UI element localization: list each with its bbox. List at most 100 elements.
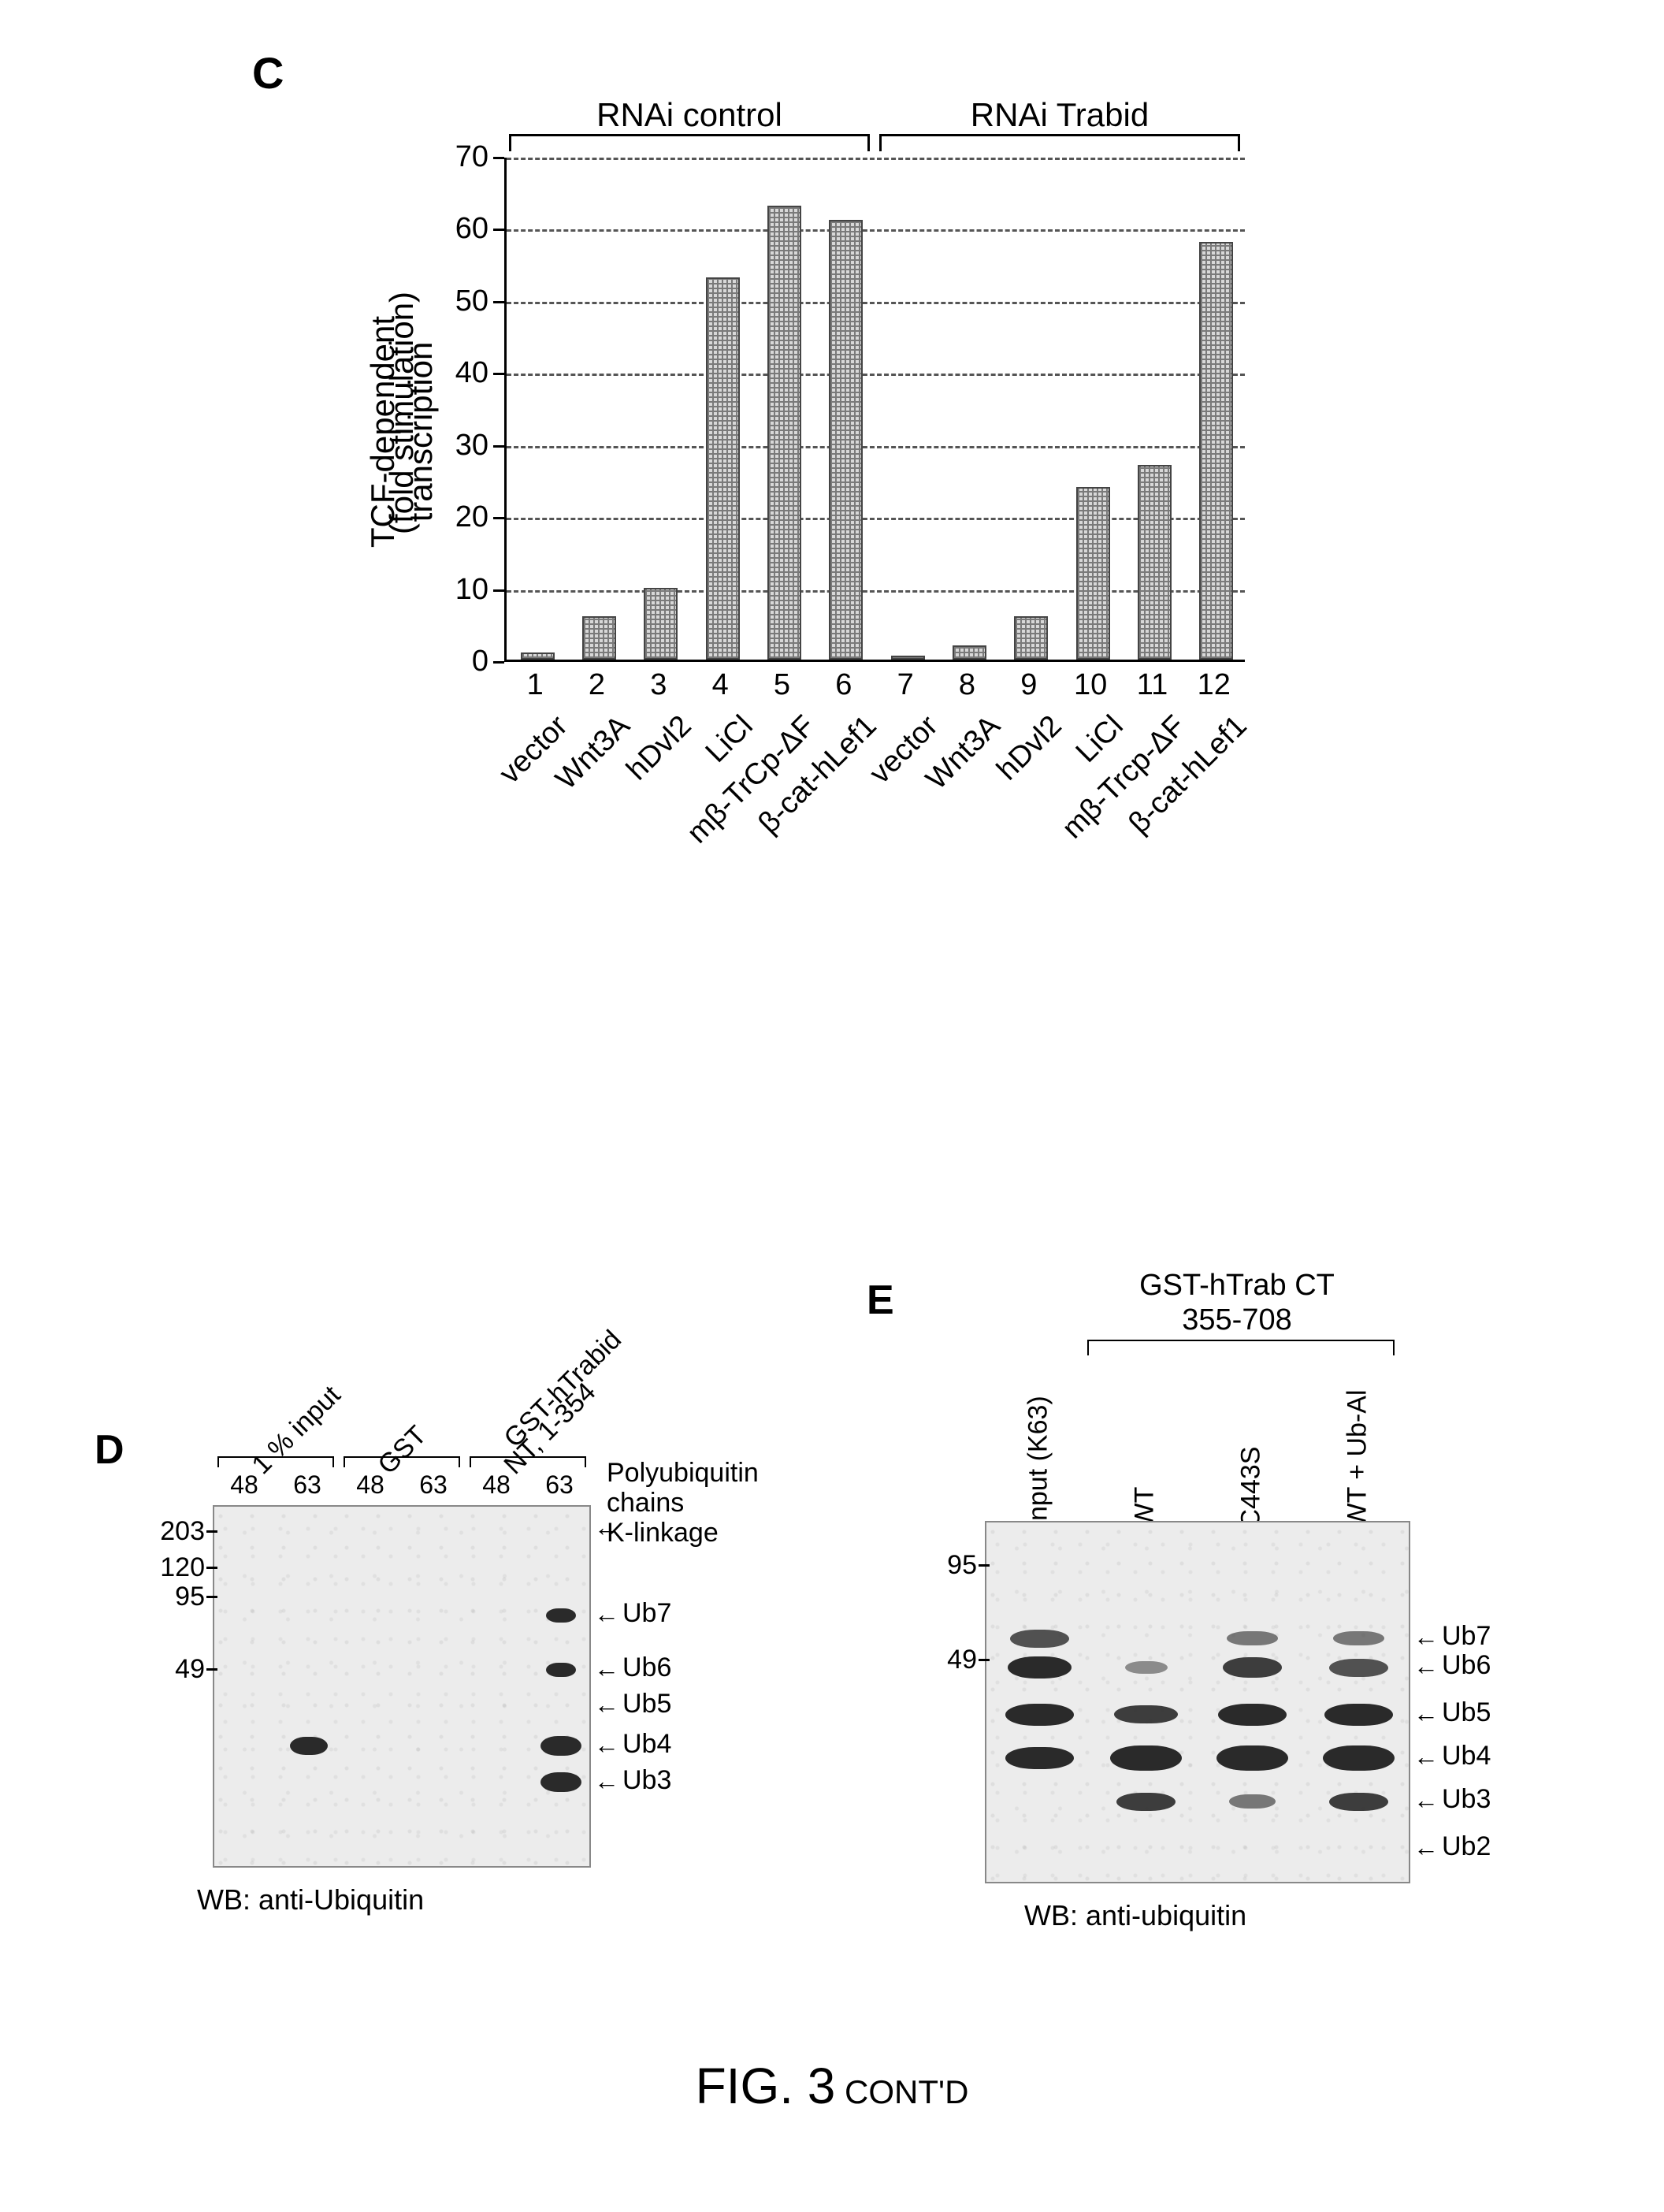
- mw-marker: 95: [142, 1582, 205, 1612]
- gridline: [507, 446, 1245, 448]
- blot-band: [1333, 1631, 1384, 1645]
- blot-band: [1323, 1745, 1395, 1771]
- ytick-label: 20: [402, 500, 488, 534]
- blot-band: [540, 1736, 582, 1756]
- blot-band: [1216, 1745, 1289, 1771]
- lane-header: WT + Ub-Al: [1342, 1355, 1372, 1529]
- lane-header: 48: [339, 1470, 402, 1500]
- figure-title-sub: CONT'D: [835, 2073, 968, 2110]
- panel-e: E GST-hTrab CT 355-708 Input (K63) WT C443…: [867, 1261, 1623, 1986]
- ytick-label: 60: [402, 212, 488, 246]
- gridline: [507, 229, 1245, 232]
- blot-band: [1008, 1656, 1072, 1679]
- band-arrow-icon: ←: [594, 1690, 619, 1719]
- lane-header: WT: [1129, 1355, 1160, 1529]
- gridline: [507, 518, 1245, 520]
- figure-title: FIG. 3 CONT'D: [0, 2057, 1664, 2115]
- x-lane-number: 1: [504, 668, 566, 702]
- ytick-label: 70: [402, 140, 488, 174]
- band-label: Ub2: [1442, 1831, 1491, 1862]
- blot-band: [1223, 1657, 1283, 1677]
- lane-header: 48: [213, 1470, 276, 1500]
- blot-band: [1227, 1631, 1278, 1645]
- panel-c-chart: TCF-dependent transcription (fold stimul…: [402, 95, 1284, 804]
- x-lane-number: 2: [566, 668, 627, 702]
- panel-c-label: C: [252, 47, 284, 99]
- blot-band: [546, 1663, 576, 1677]
- mw-marker: 49: [142, 1654, 205, 1685]
- bar: [582, 616, 616, 660]
- polyub-arrow-icon: ←: [594, 1513, 619, 1542]
- polyub-label: K-linkage: [607, 1518, 719, 1548]
- bar: [891, 656, 925, 660]
- band-arrow-icon: ←: [594, 1767, 619, 1796]
- bar: [644, 588, 678, 660]
- bar: [521, 652, 555, 660]
- band-arrow-icon: ←: [1413, 1786, 1439, 1815]
- band-arrow-icon: ←: [1413, 1652, 1439, 1681]
- bar: [1199, 242, 1233, 660]
- panel-e-bracket: [1087, 1340, 1395, 1355]
- blot-band: [1218, 1704, 1286, 1726]
- blot-band: [1229, 1794, 1276, 1809]
- x-lane-number: 7: [875, 668, 936, 702]
- x-lane-number: 6: [813, 668, 875, 702]
- bar: [767, 206, 801, 660]
- band-arrow-icon: ←: [1413, 1833, 1439, 1862]
- mw-marker: 120: [142, 1552, 205, 1583]
- band-arrow-icon: ←: [594, 1654, 619, 1683]
- panel-d-label: D: [95, 1426, 124, 1474]
- band-label: Ub3: [1442, 1784, 1491, 1815]
- band-label: Ub3: [622, 1765, 671, 1796]
- band-label: Ub5: [622, 1689, 671, 1719]
- ytick-label: 30: [402, 429, 488, 463]
- blot-band: [1110, 1745, 1183, 1771]
- panel-d-caption: WB: anti-Ubiquitin: [197, 1883, 424, 1916]
- x-lane-number: 5: [751, 668, 812, 702]
- band-label: Ub6: [622, 1652, 671, 1683]
- blot-band: [1324, 1704, 1392, 1726]
- panel-c-plot-area: [504, 158, 1245, 662]
- blot-band: [546, 1608, 576, 1623]
- ytick-label: 40: [402, 356, 488, 390]
- blot-band: [1114, 1705, 1178, 1723]
- panel-d: D 1 % inputGSTGST-hTrabidNT, 1-354 48634…: [95, 1277, 851, 1986]
- bar: [1076, 487, 1110, 660]
- panel-e-caption: WB: anti-ubiquitin: [1024, 1899, 1246, 1932]
- ytick-label: 50: [402, 284, 488, 318]
- x-lane-number: 10: [1060, 668, 1121, 702]
- lane-header: 63: [528, 1470, 591, 1500]
- ytick-label: 0: [402, 645, 488, 678]
- bar: [953, 645, 986, 660]
- x-lane-number: 11: [1121, 668, 1183, 702]
- mw-marker: 49: [914, 1645, 977, 1675]
- mw-marker: 95: [914, 1550, 977, 1581]
- ytick-label: 10: [402, 573, 488, 607]
- panel-e-title-1: GST-hTrab CT: [1072, 1269, 1402, 1303]
- lane-header: 63: [402, 1470, 465, 1500]
- band-arrow-icon: ←: [1413, 1699, 1439, 1728]
- blot-band: [1005, 1704, 1073, 1726]
- blot-band: [1010, 1630, 1070, 1648]
- lane-header: C443S: [1235, 1355, 1266, 1529]
- lane-header: 48: [465, 1470, 528, 1500]
- blot-band: [1329, 1659, 1389, 1677]
- lane-header: 63: [276, 1470, 339, 1500]
- blot-band: [1116, 1793, 1176, 1811]
- blot-band: [1005, 1747, 1073, 1769]
- band-label: Ub4: [1442, 1741, 1491, 1771]
- bar: [829, 220, 863, 660]
- bar: [1014, 616, 1048, 660]
- gridline: [507, 374, 1245, 376]
- blot-band: [290, 1737, 328, 1755]
- band-label: Ub7: [622, 1598, 671, 1629]
- figure-title-main: FIG. 3: [696, 2058, 836, 2114]
- panel-e-title-2: 355-708: [1072, 1303, 1402, 1337]
- band-label: Ub4: [622, 1729, 671, 1760]
- gridline: [507, 302, 1245, 304]
- x-lane-number: 3: [628, 668, 689, 702]
- bar: [706, 277, 740, 660]
- bar: [1138, 465, 1172, 660]
- panel-e-label: E: [867, 1277, 894, 1324]
- lane-header: Input (K63): [1023, 1355, 1053, 1529]
